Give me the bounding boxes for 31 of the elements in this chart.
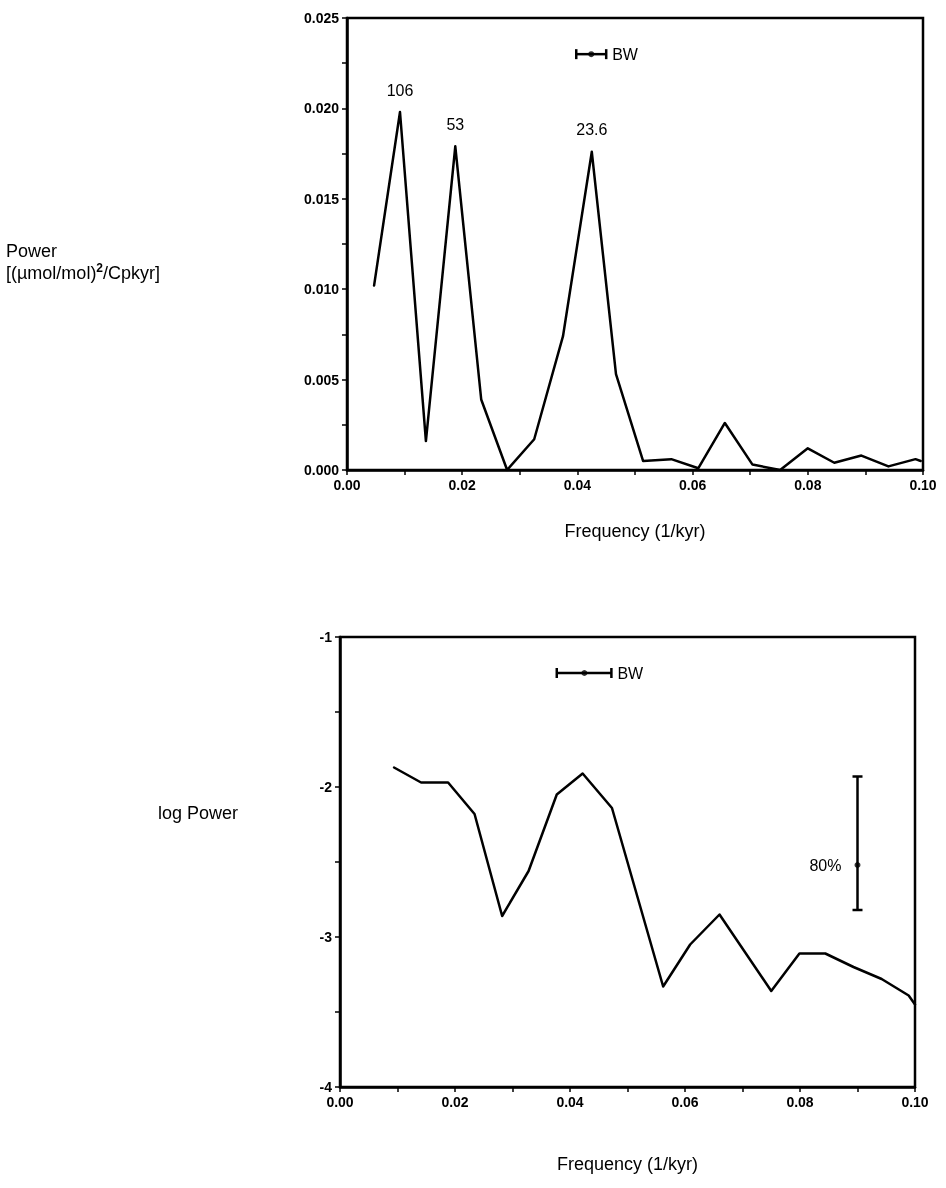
x-tick-label: 0.00 <box>333 477 361 493</box>
y-tick-label: -3 <box>319 929 333 945</box>
x-tick-label: 0.08 <box>786 1094 814 1110</box>
y-tick-label: 0.015 <box>303 190 340 207</box>
x-tick-label: 0.04 <box>556 1094 584 1110</box>
annotation: 53 <box>446 115 465 133</box>
x-tick-label: 0.10 <box>909 477 937 493</box>
y-tick-label: -2 <box>319 779 333 795</box>
x-tick-label: 0.10 <box>901 1094 929 1110</box>
x-axis-title: Frequency (1/kyr) <box>556 1154 699 1174</box>
y-tick-label: -4 <box>319 1079 333 1095</box>
y-tick-label: 0.020 <box>303 100 340 117</box>
x-tick-label: 0.02 <box>441 1094 469 1110</box>
y-axis-title: log Power <box>158 803 239 823</box>
annotation: 23.6 <box>576 121 608 139</box>
x-tick-label: 0.08 <box>794 477 822 493</box>
y-tick-label: 0.000 <box>303 462 340 478</box>
x-tick-label: 0.06 <box>671 1094 699 1110</box>
x-tick-label: 0.00 <box>326 1094 354 1110</box>
x-tick-label: 0.04 <box>563 477 592 493</box>
x-axis-title: Frequency (1/kyr) <box>564 521 706 541</box>
x-tick-label: 0.06 <box>678 477 707 493</box>
x-tick-label: 0.02 <box>448 477 477 493</box>
y-tick-label: 0.010 <box>303 281 340 298</box>
annotation: BW <box>617 664 645 682</box>
annotation: 106 <box>386 81 414 99</box>
y-tick-label: 0.025 <box>303 10 340 26</box>
annotation: BW <box>612 45 639 63</box>
y-tick-label: -1 <box>319 629 333 645</box>
y-tick-label: 0.005 <box>303 371 340 388</box>
annotation: 80% <box>809 856 842 874</box>
